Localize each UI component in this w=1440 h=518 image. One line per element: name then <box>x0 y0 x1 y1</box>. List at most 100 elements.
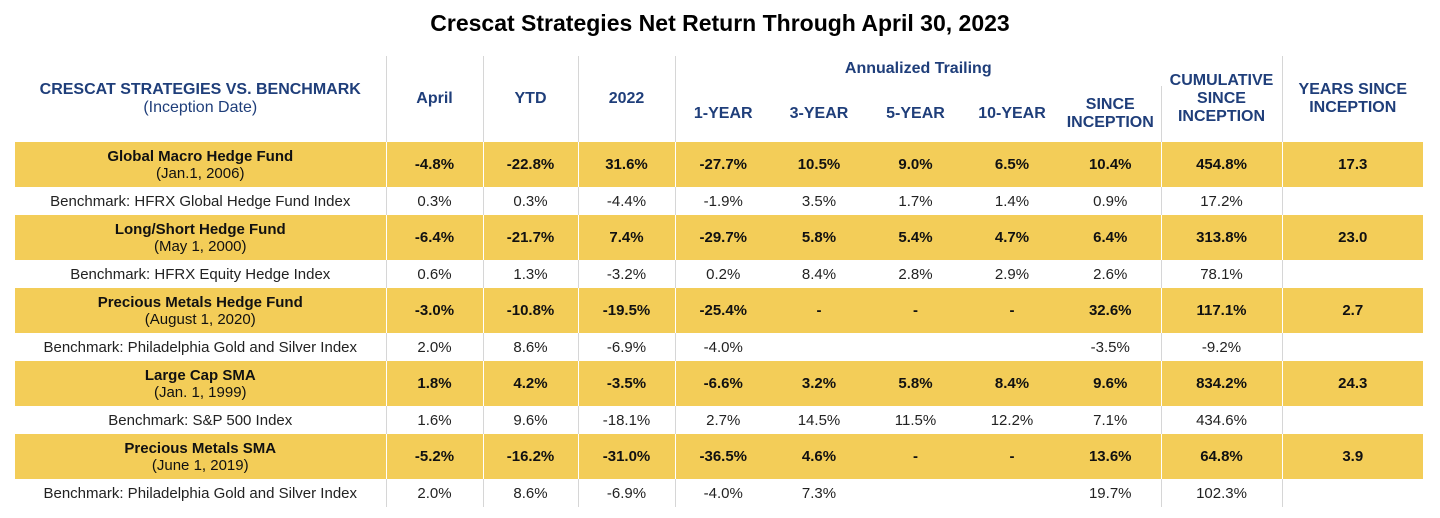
benchmark-name: Benchmark: S&P 500 Index <box>15 406 387 434</box>
benchmark-name: Benchmark: HFRX Global Hedge Fund Index <box>15 187 387 215</box>
y2022-value: -6.9% <box>578 479 676 507</box>
ten-year-value: 6.5% <box>964 142 1060 187</box>
ytd-column-header: YTD <box>483 56 579 142</box>
april-value: -5.2% <box>386 434 484 479</box>
five-year-value: - <box>867 288 964 333</box>
year-2022-column-header: 2022 <box>578 56 676 142</box>
ten-year-value: 1.4% <box>964 187 1060 215</box>
cumulative-value: 434.6% <box>1161 406 1283 434</box>
fund-name-cell: Precious Metals SMA (June 1, 2019) <box>15 434 387 479</box>
one-year-value: -25.4% <box>675 288 771 333</box>
since-inception-value: 10.4% <box>1060 142 1162 187</box>
y2022-value: -6.9% <box>578 333 676 361</box>
one-year-value: -36.5% <box>675 434 771 479</box>
table-body: Global Macro Hedge Fund (Jan.1, 2006) -4.8… <box>15 142 1423 507</box>
ten-year-value: 4.7% <box>964 215 1060 260</box>
three-year-value: 8.4% <box>771 260 867 288</box>
inception-date-sublabel: (Inception Date) <box>143 99 258 116</box>
y2022-value: 31.6% <box>578 142 676 187</box>
y2022-value: -18.1% <box>578 406 676 434</box>
ytd-value: 9.6% <box>483 406 579 434</box>
fund-name-cell: Long/Short Hedge Fund (May 1, 2000) <box>15 215 387 260</box>
one-year-value: 0.2% <box>675 260 771 288</box>
years-value: 3.9 <box>1282 434 1423 479</box>
one-year-value: -29.7% <box>675 215 771 260</box>
years-value <box>1282 479 1423 507</box>
cumulative-value: 64.8% <box>1161 434 1283 479</box>
one-year-value: -27.7% <box>675 142 771 187</box>
three-year-column-header: 3-YEAR <box>789 105 849 122</box>
fund-name: Global Macro Hedge Fund <box>107 147 294 165</box>
y2022-value: -3.2% <box>578 260 676 288</box>
cumulative-value: 313.8% <box>1161 215 1283 260</box>
strategy-column-header: CRESCAT STRATEGIES VS. BENCHMARK (Incept… <box>15 56 387 142</box>
fund-inception-date: (Jan. 1, 1999) <box>153 383 247 401</box>
since-inception-value: 13.6% <box>1060 434 1162 479</box>
benchmark-row: Benchmark: HFRX Equity Hedge Index 0.6% 1.… <box>15 260 1423 288</box>
since-inception-value: 32.6% <box>1060 288 1162 333</box>
benchmark-row: Benchmark: Philadelphia Gold and Silver … <box>15 333 1423 361</box>
cumulative-value: -9.2% <box>1161 333 1283 361</box>
years-value: 23.0 <box>1282 215 1423 260</box>
ten-year-value: 8.4% <box>964 361 1060 406</box>
fund-name-cell: Global Macro Hedge Fund (Jan.1, 2006) <box>15 142 387 187</box>
five-year-value: 9.0% <box>867 142 964 187</box>
april-value: 2.0% <box>386 333 484 361</box>
fund-name-cell: Precious Metals Hedge Fund (August 1, 202… <box>15 288 387 333</box>
years-value <box>1282 187 1423 215</box>
five-year-value <box>867 479 964 507</box>
fund-inception-date: (August 1, 2020) <box>144 310 256 328</box>
y2022-value: -19.5% <box>578 288 676 333</box>
three-year-value: 5.8% <box>771 215 867 260</box>
one-year-value: -1.9% <box>675 187 771 215</box>
y2022-value: 7.4% <box>578 215 676 260</box>
april-value: 0.3% <box>386 187 484 215</box>
since-inception-value: 6.4% <box>1060 215 1162 260</box>
five-year-value <box>867 333 964 361</box>
three-year-value: 3.2% <box>771 361 867 406</box>
since-inception-value: 19.7% <box>1060 479 1162 507</box>
three-year-value <box>771 333 867 361</box>
since-inception-value: 7.1% <box>1060 406 1162 434</box>
since-inception-value: 9.6% <box>1060 361 1162 406</box>
years-value: 2.7 <box>1282 288 1423 333</box>
april-value: -4.8% <box>386 142 484 187</box>
fund-inception-date: (Jan.1, 2006) <box>156 164 245 182</box>
one-year-value: 2.7% <box>675 406 771 434</box>
since-inception-value: -3.5% <box>1060 333 1162 361</box>
five-year-value: - <box>867 434 964 479</box>
ten-year-value: - <box>964 434 1060 479</box>
cumulative-value: 454.8% <box>1161 142 1283 187</box>
years-value <box>1282 406 1423 434</box>
fund-inception-date: (May 1, 2000) <box>153 237 247 255</box>
three-year-value: 14.5% <box>771 406 867 434</box>
april-value: -6.4% <box>386 215 484 260</box>
benchmark-row: Benchmark: S&P 500 Index 1.6% 9.6% -18.1% 2.… <box>15 406 1423 434</box>
page-title: Crescat Strategies Net Return Through Ap… <box>430 10 1010 36</box>
five-year-value: 5.8% <box>867 361 964 406</box>
fund-row: Global Macro Hedge Fund (Jan.1, 2006) -4.8… <box>15 142 1423 187</box>
since-inception-value: 2.6% <box>1060 260 1162 288</box>
ytd-value: 4.2% <box>483 361 579 406</box>
ytd-value: -21.7% <box>483 215 579 260</box>
ytd-value: 8.6% <box>483 333 579 361</box>
benchmark-name: Benchmark: Philadelphia Gold and Silver … <box>15 479 387 507</box>
years-value <box>1282 260 1423 288</box>
fund-name: Long/Short Hedge Fund <box>114 220 286 238</box>
ytd-value: 0.3% <box>483 187 579 215</box>
three-year-value: 10.5% <box>771 142 867 187</box>
three-year-value: 3.5% <box>771 187 867 215</box>
ytd-value: 1.3% <box>483 260 579 288</box>
one-year-value: -4.0% <box>675 479 771 507</box>
ten-year-value <box>964 333 1060 361</box>
three-year-value: - <box>771 288 867 333</box>
ten-year-value: - <box>964 288 1060 333</box>
april-column-header: April <box>386 56 484 142</box>
april-value: 1.8% <box>386 361 484 406</box>
ten-year-value: 12.2% <box>964 406 1060 434</box>
april-value: 0.6% <box>386 260 484 288</box>
annualized-trailing-header: Annualized Trailing <box>844 60 992 77</box>
years-value: 24.3 <box>1282 361 1423 406</box>
five-year-value: 5.4% <box>867 215 964 260</box>
fund-name: Precious Metals Hedge Fund <box>97 293 303 311</box>
